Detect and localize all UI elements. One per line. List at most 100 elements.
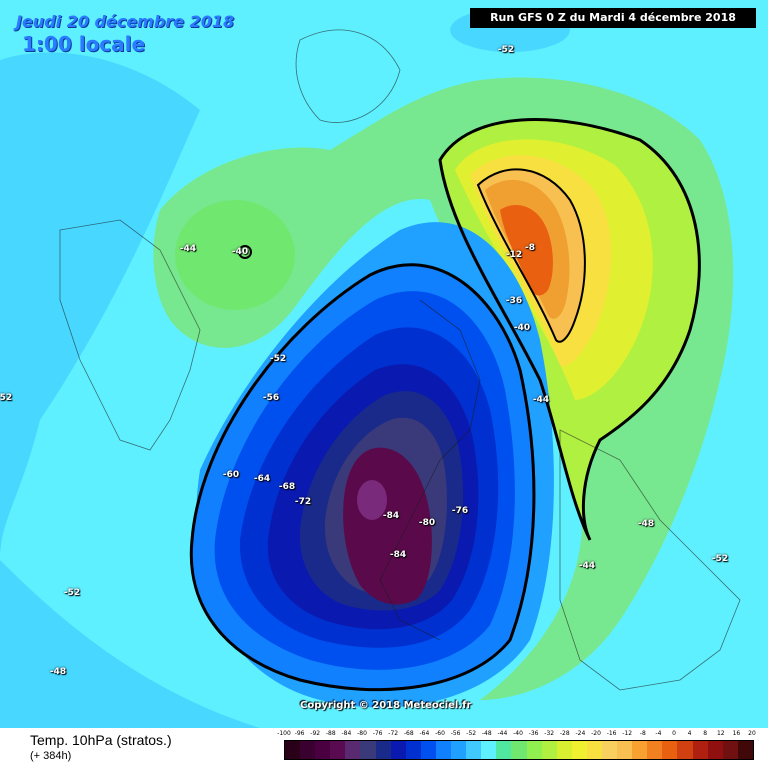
scale-tick-label: -64 bbox=[419, 730, 430, 737]
coastline-asia bbox=[379, 299, 481, 641]
zone-40-bubble bbox=[175, 200, 295, 310]
scale-swatch bbox=[496, 741, 512, 759]
scale-tick-label: -4 bbox=[655, 730, 662, 737]
temperature-map: Jeudi 20 décembre 2018 1:00 locale Run G… bbox=[0, 0, 768, 728]
iso-label: -44 bbox=[532, 395, 550, 405]
scale-swatch bbox=[285, 741, 301, 759]
scale-swatch bbox=[722, 741, 738, 759]
contour-thick-cold bbox=[189, 263, 536, 692]
contour-40-small bbox=[238, 245, 252, 259]
scale-tick-label: -12 bbox=[622, 730, 633, 737]
iso-label: -8 bbox=[525, 243, 535, 253]
iso-label: -84 bbox=[389, 550, 407, 560]
iso-label: -84 bbox=[382, 511, 400, 521]
scale-tick-label: -32 bbox=[544, 730, 555, 737]
scale-swatch bbox=[586, 741, 602, 759]
copyright-text: Copyright © 2018 Meteociel.fr bbox=[300, 700, 472, 711]
zone-52-south bbox=[0, 560, 260, 728]
scale-swatch bbox=[601, 741, 618, 759]
scale-swatch bbox=[345, 741, 361, 759]
scale-swatch bbox=[390, 741, 406, 759]
scale-swatch bbox=[541, 741, 557, 759]
scale-swatch bbox=[737, 741, 753, 759]
iso-label: -52 bbox=[711, 554, 729, 564]
iso-label: -44 bbox=[179, 244, 197, 254]
contour-thick-warm bbox=[438, 118, 701, 541]
run-info: Run GFS 0 Z du Mardi 4 décembre 2018 bbox=[470, 8, 756, 28]
forecast-hour: (+ 384h) bbox=[30, 750, 72, 762]
scale-tick-label: -28 bbox=[559, 730, 570, 737]
scale-tick-label: -100 bbox=[277, 730, 291, 737]
scale-swatch bbox=[330, 741, 346, 759]
iso-label: -36 bbox=[505, 296, 523, 306]
iso-label: -12 bbox=[505, 250, 523, 260]
scale-swatch bbox=[571, 741, 587, 759]
scale-tick-label: -48 bbox=[481, 730, 492, 737]
warm-core bbox=[500, 205, 553, 296]
iso-label: -68 bbox=[278, 482, 296, 492]
scale-tick-label: -36 bbox=[528, 730, 539, 737]
scale-tick-label: -96 bbox=[294, 730, 305, 737]
scale-swatch bbox=[451, 741, 467, 759]
map-canvas bbox=[0, 8, 741, 728]
legend-footer: Temp. 10hPa (stratos.) (+ 384h) -100 -96-… bbox=[0, 728, 768, 768]
scale-swatch bbox=[692, 741, 708, 759]
scale-swatch bbox=[556, 741, 572, 759]
scale-tick-label: -40 bbox=[513, 730, 523, 737]
scale-tick-label: -88 bbox=[325, 730, 336, 737]
iso-label: -56 bbox=[262, 393, 280, 403]
scale-tick-label: -56 bbox=[450, 730, 461, 737]
scale-tick-label: 12 bbox=[716, 730, 725, 737]
coastline-europe bbox=[559, 429, 741, 691]
iso-label: -60 bbox=[222, 470, 240, 480]
scale-tick-label: -8 bbox=[639, 730, 646, 737]
scale-tick-label: -76 bbox=[372, 730, 383, 737]
scale-swatch bbox=[511, 741, 527, 759]
iso-label: -52 bbox=[497, 45, 515, 55]
scale-swatch bbox=[405, 741, 421, 759]
scale-tick-label: 4 bbox=[687, 730, 692, 737]
iso-label: -40 bbox=[231, 247, 249, 257]
scale-tick-label: -92 bbox=[310, 730, 321, 737]
cold-core-inner bbox=[357, 480, 387, 520]
scale-swatch bbox=[420, 741, 436, 759]
scale-tick-label: 8 bbox=[703, 730, 708, 737]
scale-swatch bbox=[632, 741, 648, 759]
iso-label: -52 bbox=[269, 354, 287, 364]
forecast-date: Jeudi 20 décembre 2018 bbox=[16, 12, 235, 31]
iso-label: -40 bbox=[513, 323, 531, 333]
contour-thin-warm bbox=[476, 168, 586, 343]
scale-tick-label: -68 bbox=[403, 730, 414, 737]
scale-swatch bbox=[466, 741, 482, 759]
scale-swatch bbox=[647, 741, 663, 759]
parameter-title: Temp. 10hPa (stratos.) bbox=[30, 732, 172, 748]
iso-label: -64 bbox=[253, 474, 271, 484]
scale-tick-label: -80 bbox=[357, 730, 367, 737]
scale-tick-label: 20 bbox=[748, 730, 756, 737]
iso-label: -72 bbox=[294, 497, 312, 507]
scale-tick-label: -52 bbox=[466, 730, 477, 737]
forecast-time: 1:00 locale bbox=[22, 32, 146, 56]
iso-label: -52 bbox=[63, 588, 81, 598]
iso-label: -48 bbox=[49, 667, 67, 677]
iso-label: -44 bbox=[578, 561, 596, 571]
scale-tick-label: -84 bbox=[341, 730, 352, 737]
zone-52-west bbox=[0, 52, 200, 560]
scale-swatch bbox=[375, 741, 391, 759]
scale-tick-label: -16 bbox=[606, 730, 617, 737]
scale-tick-label: -44 bbox=[497, 730, 508, 737]
scale-tick-label: -24 bbox=[575, 730, 586, 737]
scale-swatch bbox=[435, 741, 452, 759]
iso-label: -52 bbox=[0, 393, 13, 403]
iso-label: -80 bbox=[418, 518, 436, 528]
iso-label: -76 bbox=[451, 506, 469, 516]
color-scale-bar bbox=[284, 740, 754, 760]
scale-tick-label: 0 bbox=[672, 730, 676, 737]
coastline-america bbox=[59, 219, 201, 451]
scale-tick-label: -20 bbox=[591, 730, 601, 737]
scale-swatch bbox=[617, 741, 633, 759]
scale-swatch bbox=[300, 741, 316, 759]
scale-tick-label: -60 bbox=[435, 730, 445, 737]
scale-tick-label: -72 bbox=[388, 730, 399, 737]
color-scale-ticks: -100 -96 -92 -88 -84 -80 -76 -72 -68 -64 -60 -56 -52… bbox=[277, 730, 756, 740]
